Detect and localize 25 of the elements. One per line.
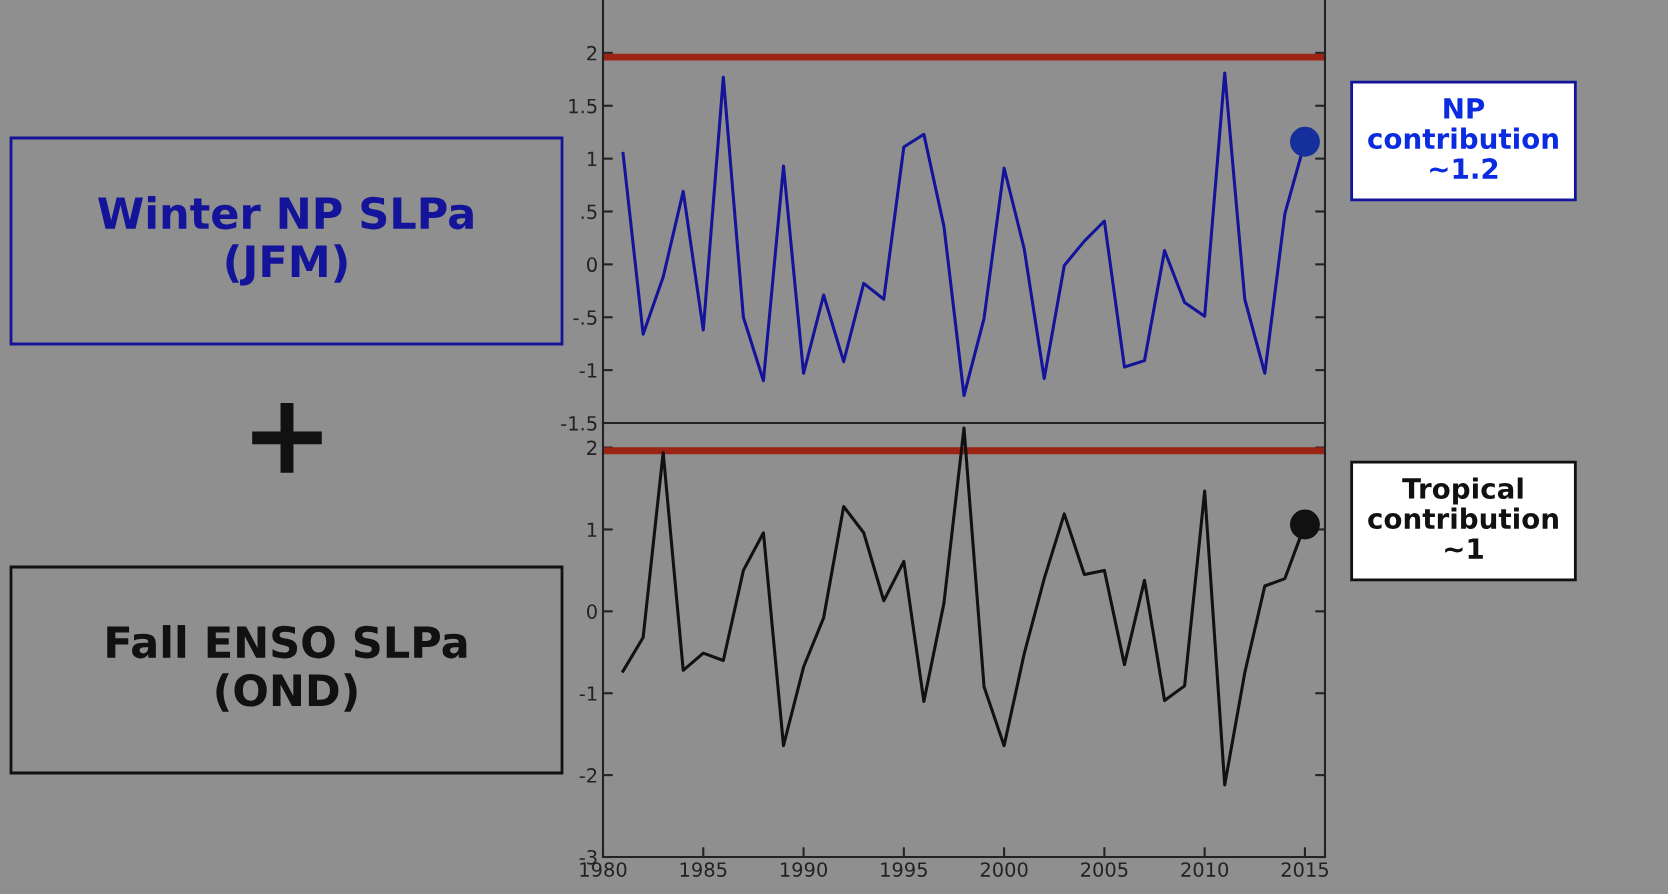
y-tick-label: 1 — [587, 151, 597, 167]
x-tick-label: 2010 — [1181, 862, 1229, 877]
y-tick-label: .5 — [581, 204, 597, 220]
text: Winter NP SLPa (JFM) — [98, 196, 473, 286]
x-tick-label: 1995 — [881, 862, 927, 877]
y-tick-label: 2 — [587, 440, 597, 455]
x-tick-label: 1990 — [780, 862, 828, 877]
x-tick-label: 2015 — [1281, 862, 1328, 877]
y-tick-label: 1 — [587, 522, 597, 537]
y-tick-label: 1.5 — [569, 98, 597, 114]
y-tick-label: 0 — [587, 604, 597, 619]
y-tick-label: -.5 — [573, 310, 597, 325]
text: Tropical contribution ~1 — [1368, 477, 1558, 559]
x-tick-label: 2000 — [980, 862, 1028, 877]
y-tick-label: -1.5 — [561, 416, 597, 431]
x-tick-label: 2005 — [1081, 862, 1128, 877]
y-tick-label: -1 — [579, 686, 597, 701]
text: + — [252, 402, 322, 473]
y-tick-label: 0 — [587, 257, 597, 273]
y-tick-label: 2 — [587, 45, 597, 61]
text: NP contribution ~1.2 — [1368, 98, 1558, 179]
text: Fall ENSO SLPa (OND) — [107, 625, 467, 712]
y-tick-label: -1 — [579, 363, 597, 378]
y-tick-label: -2 — [579, 768, 597, 783]
x-tick-label: 1985 — [680, 862, 727, 877]
